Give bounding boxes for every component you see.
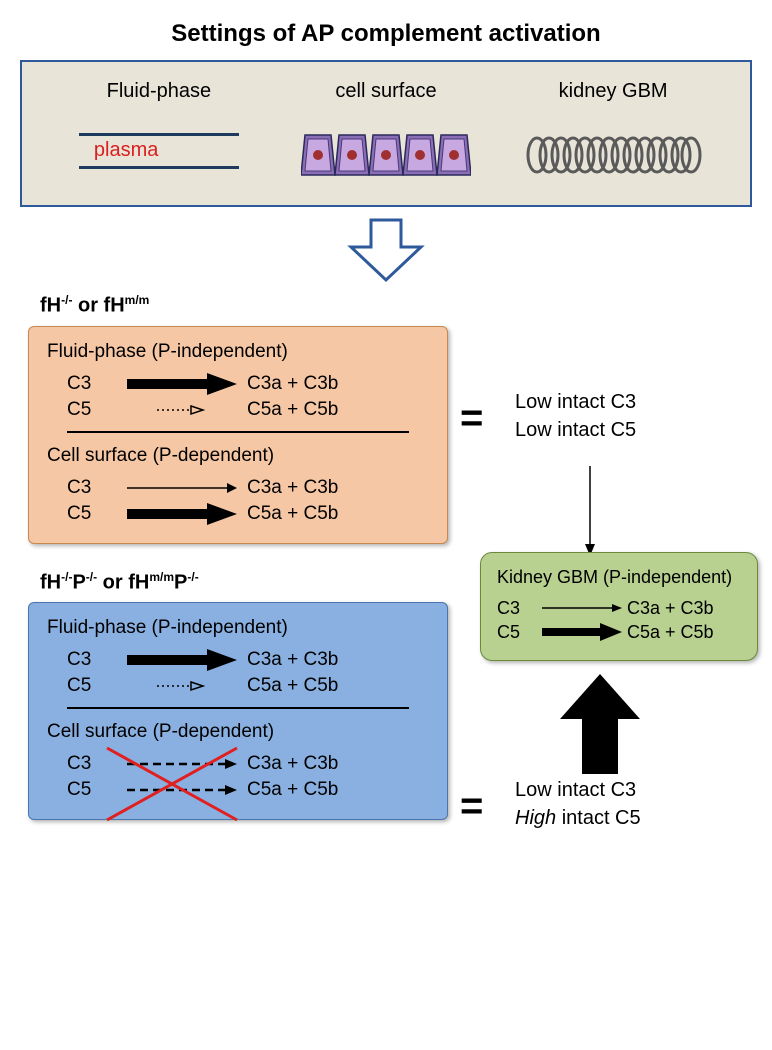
main-title: Settings of AP complement activation	[20, 20, 752, 48]
setting-label-gbm: kidney GBM	[559, 80, 668, 103]
blue-surf-title: Cell surface (P-dependent)	[47, 721, 429, 743]
diagram-root: Settings of AP complement activation Flu…	[20, 20, 752, 820]
gbm-title: Kidney GBM (P-independent)	[497, 567, 741, 588]
setting-cellsurface: cell surface	[279, 80, 493, 177]
orange-divider	[67, 431, 409, 433]
thick-arrow-icon	[117, 649, 247, 671]
blue-surf-row-1: C5 C5a + C5b	[67, 779, 429, 801]
plasma-line-top	[79, 133, 239, 136]
outcome1-line2: Low intact C5	[515, 416, 636, 444]
setting-label-cell: cell surface	[335, 80, 436, 103]
plasma-line-bottom	[79, 166, 239, 169]
thick-arrow-icon	[117, 503, 247, 525]
thin-down-arrow	[580, 466, 600, 556]
blue-fluid-row-1: C5 C5a + C5b	[67, 675, 429, 697]
setting-fluid: Fluid-phase plasma	[52, 80, 266, 169]
cells-svg	[301, 133, 471, 177]
outcome1-line1: Low intact C3	[515, 388, 636, 416]
orange-surf-title: Cell surface (P-dependent)	[47, 445, 429, 467]
equals-icon-1: =	[460, 396, 483, 441]
gbm-coil-svg	[523, 133, 703, 177]
dashed-arrow-icon	[117, 757, 247, 771]
blue-surf-row-0: C3 C3a + C3b	[67, 753, 429, 775]
down-outline-arrow	[346, 215, 426, 285]
plasma-text: plasma	[94, 139, 158, 162]
plasma-illustration: plasma	[79, 133, 239, 169]
outcome1: Low intact C3 Low intact C5	[515, 388, 636, 444]
dotted-arrow-icon	[117, 403, 247, 417]
orange-surf-row-1: C5 C5a + C5b	[67, 503, 429, 525]
blue-fluid-row-0: C3 C3a + C3b	[67, 649, 429, 671]
cells-illustration	[301, 133, 471, 177]
orange-surf-row-0: C3 C3a + C3b	[67, 477, 429, 499]
orange-fluid-row-0: C3 C3a + C3b	[67, 373, 429, 395]
blue-fluid-title: Fluid-phase (P-independent)	[47, 617, 429, 639]
dashed-arrow-icon	[117, 783, 247, 797]
dotted-arrow-icon	[117, 679, 247, 693]
thick-arrow-icon	[117, 373, 247, 395]
thin-arrow-icon	[117, 481, 247, 495]
blue-box: Fluid-phase (P-independent) C3 C3a + C3b…	[28, 602, 448, 820]
genotype1-label: fH-/- or fHm/m	[40, 293, 752, 318]
blue-divider	[67, 707, 409, 709]
settings-panel: Fluid-phase plasma cell surface	[20, 60, 752, 207]
orange-fluid-title: Fluid-phase (P-independent)	[47, 341, 429, 363]
setting-label-fluid: Fluid-phase	[107, 80, 212, 103]
orange-fluid-row-1: C5 C5a + C5b	[67, 399, 429, 421]
setting-gbm: kidney GBM	[506, 80, 720, 177]
orange-box: Fluid-phase (P-independent) C3 C3a + C3b…	[28, 326, 448, 544]
